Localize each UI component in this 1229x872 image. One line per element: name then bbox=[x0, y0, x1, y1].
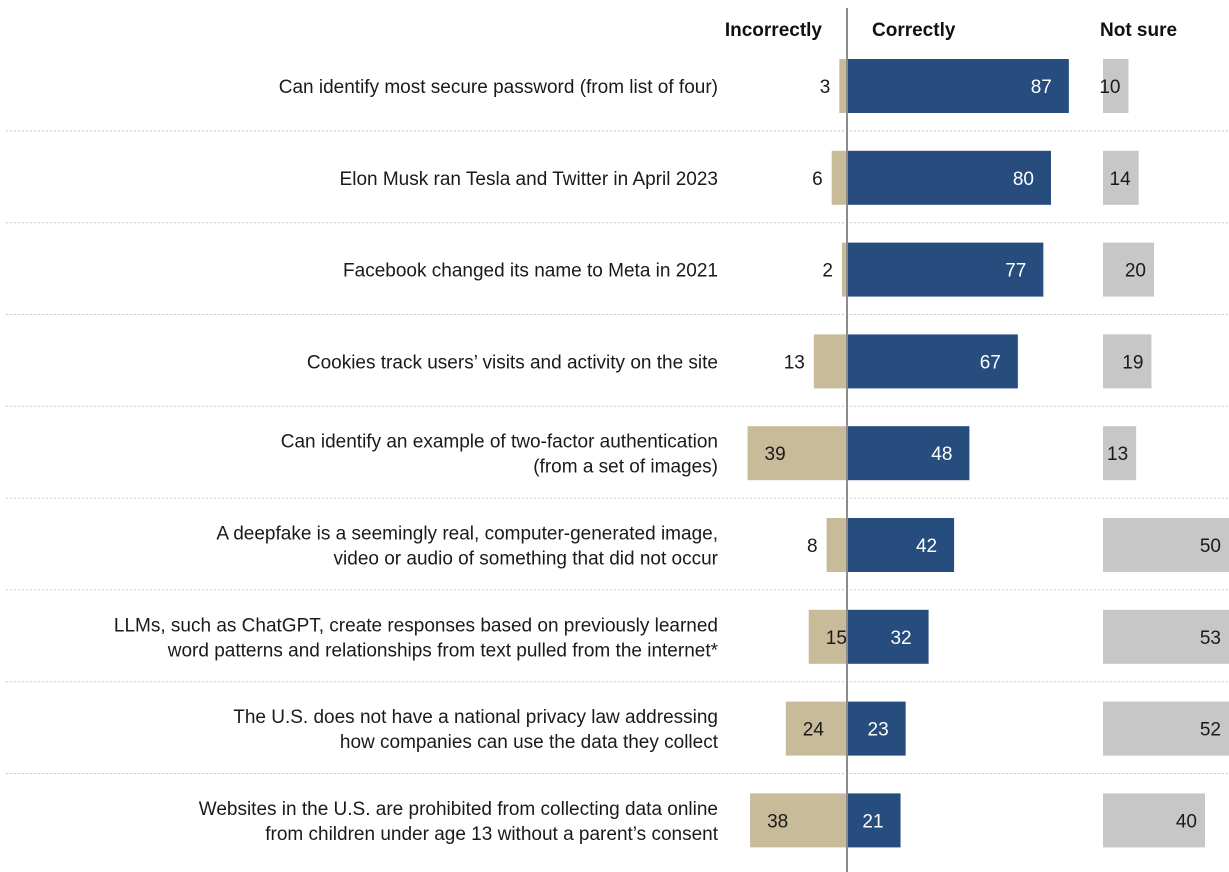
column-header-correctly: Correctly bbox=[872, 20, 956, 41]
category-label: LLMs, such as ChatGPT, create responses … bbox=[114, 615, 718, 636]
value-label-incorrectly: 15 bbox=[826, 628, 847, 649]
column-header-not-sure: Not sure bbox=[1100, 20, 1177, 41]
category-label: A deepfake is a seemingly real, computer… bbox=[216, 524, 718, 545]
bar-incorrectly bbox=[813, 334, 847, 389]
bar-correctly bbox=[847, 334, 1018, 389]
category-label: The U.S. does not have a national privac… bbox=[233, 707, 718, 728]
value-label-not-sure: 19 bbox=[1122, 352, 1143, 373]
value-label-incorrectly: 24 bbox=[803, 720, 825, 741]
value-label-incorrectly: 38 bbox=[767, 811, 788, 832]
value-label-incorrectly: 39 bbox=[765, 444, 786, 465]
value-label-not-sure: 40 bbox=[1176, 811, 1197, 832]
bar-correctly bbox=[847, 242, 1044, 297]
value-label-not-sure: 13 bbox=[1107, 444, 1128, 465]
value-label-incorrectly: 3 bbox=[820, 77, 831, 98]
category-label: Cookies track users’ visits and activity… bbox=[307, 352, 718, 373]
value-label-incorrectly: 6 bbox=[812, 169, 823, 190]
bar-incorrectly bbox=[826, 518, 847, 572]
value-label-correctly: 32 bbox=[890, 628, 911, 649]
value-label-correctly: 42 bbox=[916, 536, 937, 557]
category-label: how companies can use the data they coll… bbox=[340, 732, 719, 753]
bar-not-sure bbox=[1103, 701, 1229, 756]
bar-not-sure bbox=[1103, 59, 1129, 113]
bar-correctly bbox=[847, 609, 929, 664]
bar-not-sure bbox=[1103, 426, 1137, 481]
bar-incorrectly bbox=[785, 701, 847, 756]
category-label: Can identify most secure password (from … bbox=[279, 77, 718, 98]
value-label-correctly: 87 bbox=[1031, 77, 1052, 98]
bar-incorrectly bbox=[747, 426, 847, 481]
category-label: Elon Musk ran Tesla and Twitter in April… bbox=[340, 169, 718, 190]
bar-correctly bbox=[847, 150, 1051, 205]
value-label-not-sure: 10 bbox=[1099, 77, 1120, 98]
value-label-not-sure: 50 bbox=[1200, 536, 1221, 557]
value-label-not-sure: 14 bbox=[1110, 169, 1132, 190]
category-label: Facebook changed its name to Meta in 202… bbox=[343, 261, 718, 282]
value-label-correctly: 21 bbox=[862, 811, 883, 832]
value-label-not-sure: 52 bbox=[1200, 720, 1221, 741]
value-label-correctly: 48 bbox=[931, 444, 952, 465]
bar-correctly bbox=[847, 426, 970, 481]
bar-not-sure bbox=[1103, 609, 1229, 664]
bar-not-sure bbox=[1103, 518, 1229, 572]
column-header-incorrectly: Incorrectly bbox=[725, 20, 823, 41]
bar-incorrectly bbox=[750, 793, 847, 848]
category-label: from children under age 13 without a par… bbox=[265, 824, 718, 845]
value-label-correctly: 80 bbox=[1013, 169, 1034, 190]
category-label: Websites in the U.S. are prohibited from… bbox=[199, 799, 718, 820]
value-label-not-sure: 53 bbox=[1200, 628, 1221, 649]
category-label: word patterns and relationships from tex… bbox=[167, 640, 719, 661]
bar-correctly bbox=[847, 793, 901, 848]
value-label-correctly: 77 bbox=[1005, 261, 1026, 282]
bar-incorrectly bbox=[831, 150, 847, 205]
bar-not-sure bbox=[1103, 334, 1152, 389]
bar-not-sure bbox=[1103, 242, 1154, 297]
bar-incorrectly bbox=[839, 59, 847, 113]
bar-correctly bbox=[847, 701, 906, 756]
category-label: (from a set of images) bbox=[533, 457, 718, 478]
bar-correctly bbox=[847, 59, 1069, 113]
bar-not-sure bbox=[1103, 793, 1205, 848]
value-label-not-sure: 20 bbox=[1125, 261, 1146, 282]
value-label-incorrectly: 13 bbox=[784, 352, 805, 373]
value-label-correctly: 23 bbox=[868, 720, 889, 741]
bar-incorrectly bbox=[841, 242, 847, 297]
bar-correctly bbox=[847, 518, 955, 572]
category-label: video or audio of something that did not… bbox=[334, 549, 719, 570]
bar-incorrectly bbox=[808, 609, 847, 664]
category-label: Can identify an example of two-factor au… bbox=[281, 432, 718, 453]
value-label-incorrectly: 2 bbox=[822, 261, 833, 282]
bar-not-sure bbox=[1103, 150, 1139, 205]
value-label-correctly: 67 bbox=[980, 352, 1001, 373]
value-label-incorrectly: 8 bbox=[807, 536, 818, 557]
